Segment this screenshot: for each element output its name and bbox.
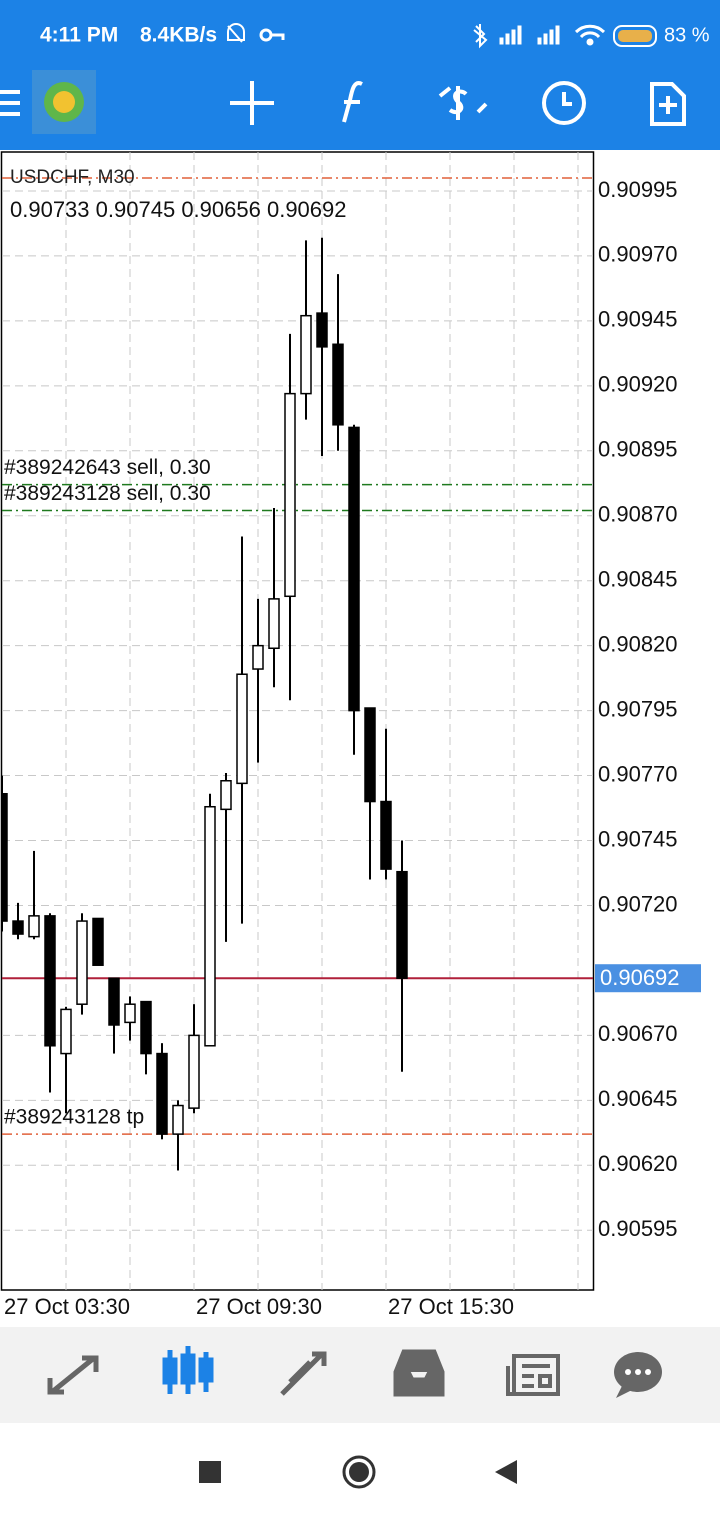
candle-body [60, 1008, 72, 1055]
chart-tab[interactable] [162, 1346, 214, 1394]
recents-button[interactable] [199, 1461, 221, 1483]
indicators-button[interactable] [342, 81, 363, 123]
bottom-tabs [0, 1327, 720, 1423]
new-order-button[interactable] [650, 82, 686, 126]
ohlc-low: 0.90656 [181, 197, 261, 222]
candle-body [348, 426, 360, 712]
order-label: #389243128 tp [4, 1106, 144, 1129]
y-tick-label: 0.90670 [598, 1021, 678, 1046]
history-tab[interactable] [393, 1349, 445, 1397]
candle-body [364, 707, 376, 803]
ohlc-high: 0.90745 [96, 197, 176, 222]
order-label: #389243128 sell, 0.30 [4, 482, 211, 505]
candle-body [396, 870, 408, 979]
candle-body [380, 800, 392, 870]
news-tab[interactable] [506, 1354, 560, 1396]
y-tick-label: 0.90970 [598, 242, 678, 267]
y-tick-label: 0.90745 [598, 826, 678, 851]
y-tick-label: 0.90845 [598, 567, 678, 592]
candle-body [108, 977, 120, 1026]
timeframe-button[interactable] [542, 81, 586, 125]
candle-body [156, 1052, 168, 1135]
candle-body [236, 673, 248, 785]
back-button[interactable] [495, 1460, 517, 1484]
y-tick-label: 0.90595 [598, 1216, 678, 1241]
candle-body [172, 1104, 184, 1135]
candle-body [76, 920, 88, 1005]
candle-body [12, 920, 24, 935]
x-tick-label: 27 Oct 15:30 [388, 1294, 514, 1319]
candle-body [300, 314, 312, 395]
header [0, 0, 720, 150]
toolbar [230, 81, 686, 126]
y-tick-label: 0.90795 [598, 696, 678, 721]
status-time: 4:11 PM [40, 24, 118, 47]
candle-body [2, 792, 8, 922]
candle-body [28, 915, 40, 938]
y-tick-label: 0.90770 [598, 761, 678, 786]
y-tick-label: 0.90620 [598, 1151, 678, 1176]
x-tick-label: 27 Oct 09:30 [196, 1294, 322, 1319]
y-tick-label: 0.90870 [598, 502, 678, 527]
candle-body [92, 917, 104, 966]
nav-bar [199, 1455, 517, 1489]
chart-title: USDCHF, M30 [10, 167, 135, 188]
order-label: #389242643 sell, 0.30 [4, 456, 211, 479]
status-speed: 8.4KB/s [140, 24, 217, 47]
y-tick-label: 0.90945 [598, 307, 678, 332]
y-tick-label: 0.90920 [598, 372, 678, 397]
crosshair-button[interactable] [230, 81, 274, 125]
candle-body [204, 805, 216, 1047]
chat-tab[interactable] [614, 1352, 662, 1398]
candle-body [332, 343, 344, 426]
y-tick-label: 0.90720 [598, 891, 678, 916]
y-tick-label: 0.90645 [598, 1086, 678, 1111]
candle-body [316, 312, 328, 348]
y-tick-label: 0.90995 [598, 177, 678, 202]
candle-body [268, 598, 280, 650]
candle-body [220, 780, 232, 811]
home-button[interactable] [342, 1455, 376, 1489]
candle-body [124, 1003, 136, 1024]
app-logo[interactable] [32, 70, 96, 134]
candle-body [44, 915, 56, 1047]
ohlc-readout: 0.90733 0.90745 0.90656 0.90692 [10, 197, 347, 222]
quotes-tab[interactable] [47, 1355, 99, 1395]
y-tick-label: 0.90895 [598, 437, 678, 462]
ohlc-open: 0.90733 [10, 197, 90, 222]
candle-body [252, 644, 264, 670]
candle-body [284, 392, 296, 598]
x-tick-label: 27 Oct 03:30 [4, 1294, 130, 1319]
status-battery: 83 % [664, 24, 710, 46]
tab-icons [47, 1346, 662, 1398]
trade-tab[interactable] [280, 1351, 327, 1396]
current-price-label: 0.90692 [600, 965, 680, 990]
y-tick-label: 0.90820 [598, 631, 678, 656]
candle-body [188, 1034, 200, 1109]
current-price-box [595, 964, 701, 993]
status-icons [227, 23, 657, 49]
candle-body [140, 1000, 152, 1055]
ohlc-close: 0.90692 [267, 197, 347, 222]
trade-button[interactable] [438, 86, 488, 120]
menu-button[interactable] [0, 90, 20, 116]
